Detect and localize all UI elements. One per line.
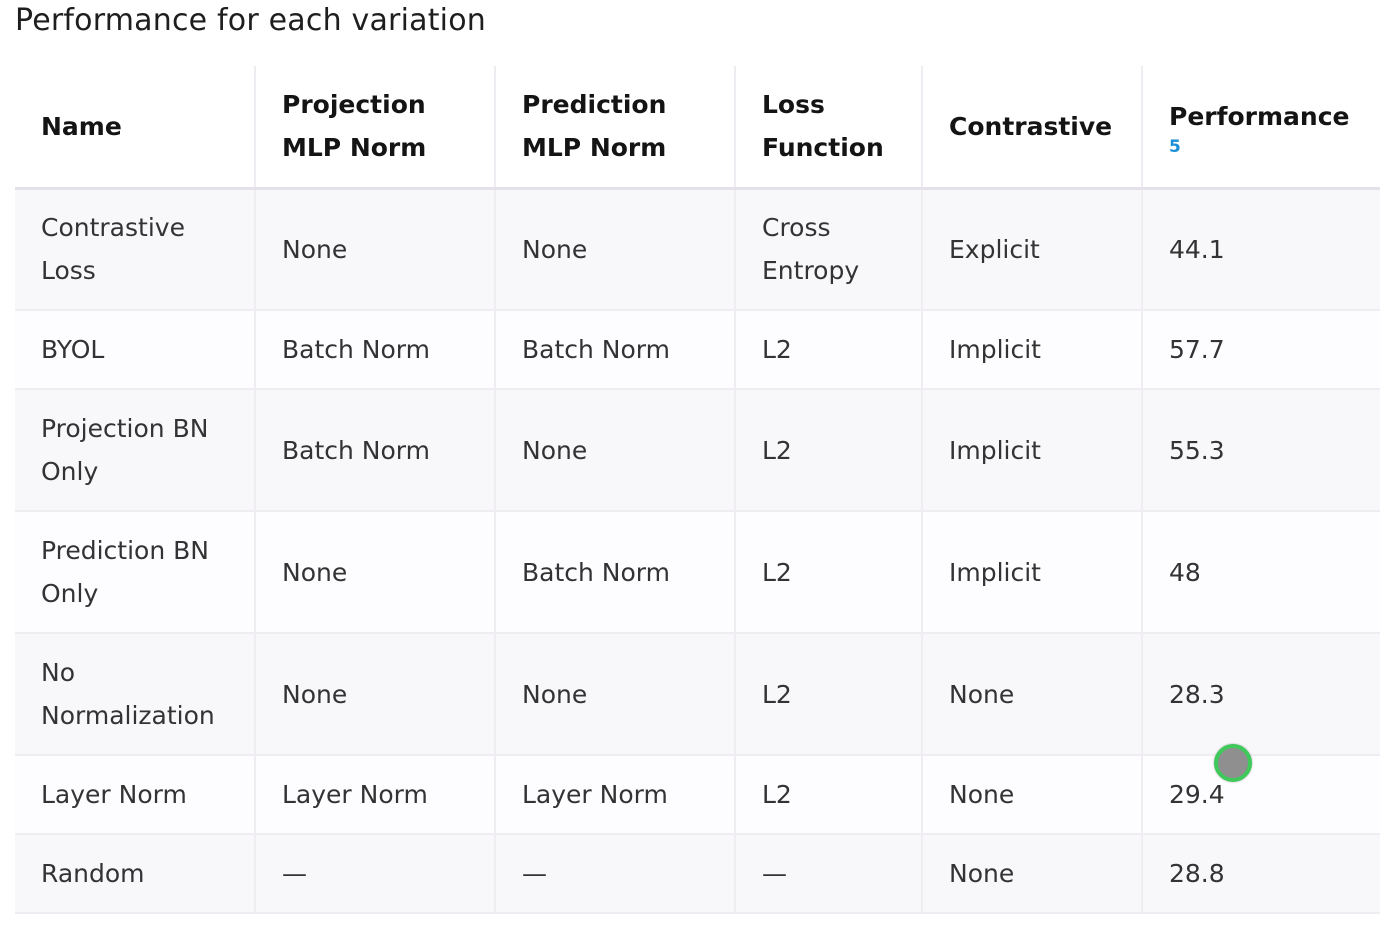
cell-loss-function: L2 bbox=[735, 511, 923, 634]
header-label: Prediction MLP Norm bbox=[522, 90, 667, 163]
cell-prediction-norm: None bbox=[495, 389, 736, 512]
cell-performance: 29.4 bbox=[1142, 755, 1380, 835]
cell-projection-norm: — bbox=[255, 834, 496, 914]
header-label: Contrastive bbox=[949, 111, 1113, 141]
cell-loss-function: L2 bbox=[735, 310, 923, 390]
cell-projection-norm: None bbox=[255, 511, 496, 634]
page-title: Performance for each variation bbox=[15, 3, 486, 38]
cell-loss-function: L2 bbox=[735, 755, 923, 835]
cell-performance: 44.1 bbox=[1142, 188, 1380, 311]
cell-name: Contrastive Loss bbox=[15, 188, 256, 311]
performance-table: Name Projection MLP Norm Prediction MLP … bbox=[15, 66, 1380, 914]
header-name: Name bbox=[15, 66, 256, 190]
header-label: Loss Function bbox=[762, 90, 884, 163]
cell-loss-function: — bbox=[735, 834, 923, 914]
header-row: Name Projection MLP Norm Prediction MLP … bbox=[15, 66, 1380, 190]
reference-link[interactable]: 5 bbox=[1169, 136, 1181, 157]
cell-loss-function: Cross Entropy bbox=[735, 188, 923, 311]
header-performance: Performance 5 bbox=[1142, 66, 1380, 190]
cell-contrastive: Implicit bbox=[922, 511, 1143, 634]
table-row: Projection BN Only Batch Norm None L2 Im… bbox=[15, 389, 1380, 512]
header-loss-function: Loss Function bbox=[735, 66, 923, 190]
cell-performance: 28.3 bbox=[1142, 633, 1380, 756]
header-label: Name bbox=[41, 111, 122, 141]
cell-name: No Normalization bbox=[15, 633, 256, 756]
cell-projection-norm: None bbox=[255, 188, 496, 311]
cell-performance: 55.3 bbox=[1142, 389, 1380, 512]
table-row: Contrastive Loss None None Cross Entropy… bbox=[15, 188, 1380, 311]
header-label: Performance bbox=[1169, 101, 1350, 131]
cell-prediction-norm: Batch Norm bbox=[495, 310, 736, 390]
cell-prediction-norm: Layer Norm bbox=[495, 755, 736, 835]
header-label: Projection MLP Norm bbox=[282, 90, 427, 163]
cell-prediction-norm: None bbox=[495, 188, 736, 311]
cell-projection-norm: Layer Norm bbox=[255, 755, 496, 835]
header-projection-mlp-norm: Projection MLP Norm bbox=[255, 66, 496, 190]
cell-contrastive: Explicit bbox=[922, 188, 1143, 311]
cell-contrastive: None bbox=[922, 755, 1143, 835]
mouse-cursor-indicator bbox=[1214, 744, 1252, 782]
cell-prediction-norm: Batch Norm bbox=[495, 511, 736, 634]
cell-contrastive: None bbox=[922, 834, 1143, 914]
cell-performance: 57.7 bbox=[1142, 310, 1380, 390]
cell-performance: 48 bbox=[1142, 511, 1380, 634]
cell-name: Layer Norm bbox=[15, 755, 256, 835]
cell-name: Projection BN Only bbox=[15, 389, 256, 512]
cell-performance: 28.8 bbox=[1142, 834, 1380, 914]
table-row: BYOL Batch Norm Batch Norm L2 Implicit 5… bbox=[15, 310, 1380, 390]
cell-name: Random bbox=[15, 834, 256, 914]
cell-loss-function: L2 bbox=[735, 633, 923, 756]
table-row: Layer Norm Layer Norm Layer Norm L2 None… bbox=[15, 755, 1380, 835]
cell-contrastive: None bbox=[922, 633, 1143, 756]
table-row: No Normalization None None L2 None 28.3 bbox=[15, 633, 1380, 756]
table-row: Random — — — None 28.8 bbox=[15, 834, 1380, 914]
cell-projection-norm: Batch Norm bbox=[255, 310, 496, 390]
cell-projection-norm: None bbox=[255, 633, 496, 756]
header-contrastive: Contrastive bbox=[922, 66, 1143, 190]
cell-loss-function: L2 bbox=[735, 389, 923, 512]
cell-prediction-norm: — bbox=[495, 834, 736, 914]
cell-projection-norm: Batch Norm bbox=[255, 389, 496, 512]
table-row: Prediction BN Only None Batch Norm L2 Im… bbox=[15, 511, 1380, 634]
cell-name: Prediction BN Only bbox=[15, 511, 256, 634]
cell-contrastive: Implicit bbox=[922, 310, 1143, 390]
cell-name: BYOL bbox=[15, 310, 256, 390]
header-prediction-mlp-norm: Prediction MLP Norm bbox=[495, 66, 736, 190]
cell-contrastive: Implicit bbox=[922, 389, 1143, 512]
cell-prediction-norm: None bbox=[495, 633, 736, 756]
